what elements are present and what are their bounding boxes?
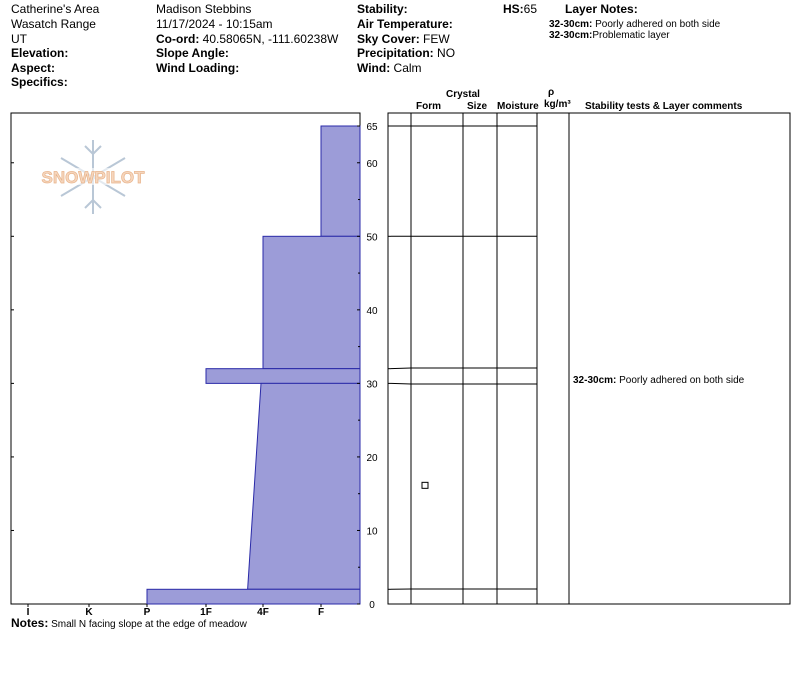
precipitation-label: Precipitation: [357,46,434,60]
hardness-bar [247,382,361,590]
layer-notes-label: Layer Notes: [565,2,638,16]
aspect-label: Aspect: [11,61,56,75]
y-tick-label: 10 [366,526,378,537]
table-frame [387,112,791,605]
wind-loading-label: Wind Loading: [156,61,240,75]
location-name: Catherine's Area [11,2,100,16]
wind-label: Wind: [357,61,391,75]
wind-value: Calm [390,61,422,75]
wind: Wind: Calm [357,61,422,75]
snowpilot-logo: SNOWPILOT [30,138,156,216]
y-tick-label: 65 [366,122,378,133]
stability-label: Stability: [357,2,408,16]
layer-note-text: Problematic layer [592,30,670,41]
layer-comment-text: Poorly adhered on both side [616,375,745,386]
notes: Notes: Small N facing slope at the edge … [11,616,247,630]
y-tick-label: 20 [366,453,378,464]
layer-note-text: Poorly adhered on both side [592,19,721,30]
x-tick-label: K [85,607,93,618]
moisture-header: Moisture [497,101,539,112]
x-tick-label: F [318,607,324,618]
specifics-label: Specifics: [11,75,68,89]
layer-table [387,112,791,605]
layer-comment-range: 32-30cm: [573,375,617,386]
y-tick-label: 50 [366,232,378,243]
coord-label: Co-ord: [156,32,200,46]
density-header: kg/m³ [544,99,571,110]
elevation-label: Elevation: [11,46,69,60]
logo-text: SNOWPILOT [42,168,146,187]
hs-label: HS: [503,2,524,16]
y-tick-label: 30 [366,379,378,390]
y-tick-label: 40 [366,306,378,317]
notes-text: Small N facing slope at the edge of mead… [48,619,247,630]
layer-boundary [390,367,537,370]
layer-boundary [390,382,537,385]
hardness-bar [205,368,361,384]
slope-angle-label: Slope Angle: [156,46,229,60]
grain-form-symbol [421,481,429,489]
layer-comment: 32-30cm: Poorly adhered on both side [573,375,744,386]
state: UT [11,32,27,46]
rho-header: ρ [548,87,555,98]
hardness-bar [320,125,361,237]
air-temperature-label: Air Temperature: [357,17,453,31]
notes-label: Notes: [11,616,49,630]
x-tick-label: P [144,607,151,618]
y-tick-label: 60 [366,159,378,170]
form-header: Form [416,101,441,112]
observation-datetime: 11/17/2024 - 10:15am [156,17,273,31]
observer-name: Madison Stebbins [156,2,252,16]
layer-note-range: 32-30cm: [549,19,593,30]
x-tick-label: 1F [200,607,212,618]
y-tick-label: 0 [369,600,375,611]
coord-value: 40.58065N, -111.60238W [199,32,339,46]
x-tick-label: 4F [257,607,269,618]
crystal-header: Crystal [446,89,480,100]
coordinates: Co-ord: 40.58065N, -111.60238W [156,32,338,46]
sky-cover-value: FEW [419,32,450,46]
hardness-plot-area: I K P 1F 4F F 0 10 20 30 40 50 60 65 [10,112,378,618]
x-tick-label: I [27,607,30,618]
sky-cover-label: Sky Cover: [357,32,420,46]
sky-cover: Sky Cover: FEW [357,32,450,46]
stability-tests-header: Stability tests & Layer comments [585,101,743,112]
layer-note-2: 32-30cm:Problematic layer [549,30,670,41]
layer-note-range: 32-30cm: [549,30,593,41]
snowflake-icon: SNOWPILOT [34,140,152,214]
hs-value: 65 [523,2,538,16]
snow-height: HS:65 [503,2,537,16]
precipitation-value: NO [433,46,456,60]
precipitation: Precipitation: NO [357,46,455,60]
mountain-range: Wasatch Range [11,17,96,31]
hardness-bar [146,588,361,605]
size-header: Size [467,101,488,112]
hardness-bar [262,235,361,370]
layer-note-1: 32-30cm: Poorly adhered on both side [549,19,720,30]
